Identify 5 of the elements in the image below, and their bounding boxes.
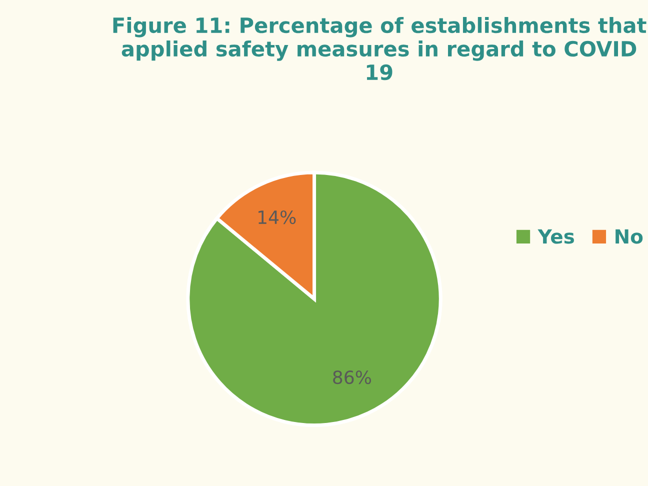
data-label: 86% [333,370,372,384]
chart-title: Figure 11: Percentage of establishments that applied safety measures in regard to COVID 19 [113,17,646,80]
data-label: 14% [258,210,296,224]
legend-label: No [616,229,643,244]
legend-label: Yes [538,229,574,244]
